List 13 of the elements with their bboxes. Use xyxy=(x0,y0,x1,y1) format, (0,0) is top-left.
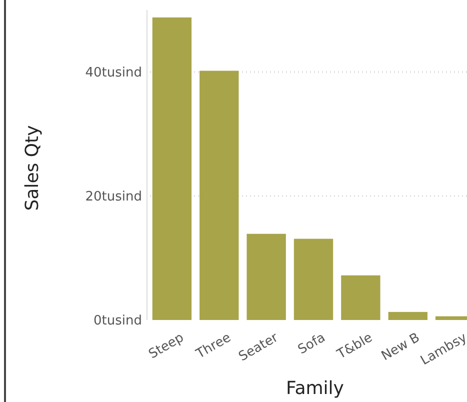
y-axis-title: Sales Qty xyxy=(22,124,43,211)
y-tick-label: 0tusind xyxy=(94,314,142,329)
bar xyxy=(294,238,334,320)
bar xyxy=(246,234,286,320)
bar xyxy=(388,312,428,320)
bar xyxy=(152,17,192,320)
y-tick-label: 20tusind xyxy=(85,190,142,205)
x-axis-title: Family xyxy=(286,378,344,399)
bar xyxy=(200,70,239,320)
x-tick-label: Sofa xyxy=(296,330,328,358)
bar xyxy=(341,275,380,320)
x-tick-label: Three xyxy=(193,330,234,362)
y-tick-label: 40tusind xyxy=(85,66,142,81)
